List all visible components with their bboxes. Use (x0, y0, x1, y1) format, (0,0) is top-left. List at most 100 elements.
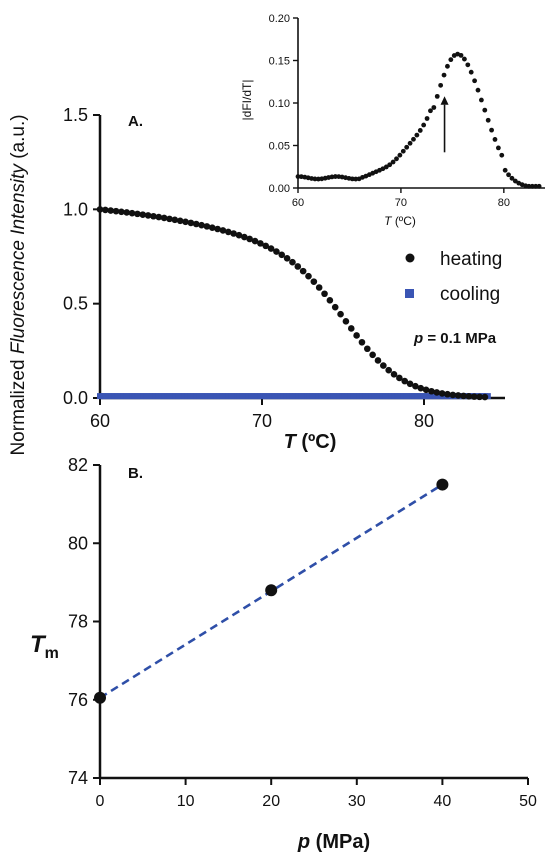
heating-point (374, 357, 382, 364)
inset-point (414, 132, 420, 138)
panel-b-axes (98, 465, 528, 780)
legend-heating-label: heating (440, 249, 502, 270)
inset-y-axis-title: |dFI/dT| (240, 80, 254, 121)
panel-b: B. Tm 74 76 78 80 82 0 10 20 30 40 50 p (MPa) (30, 455, 537, 853)
panel-b-label: B. (128, 465, 143, 482)
inset-arrow-head (440, 96, 449, 105)
inset-point (529, 183, 535, 189)
heating-point (112, 207, 120, 215)
panel-a-y-tick-label: 0.0 (63, 388, 88, 408)
panel-a-x-axis-title: T (ºC) (284, 431, 337, 453)
inset-point (458, 52, 464, 58)
inset-point (526, 183, 532, 189)
heating-point (465, 393, 473, 400)
heating-point (251, 237, 259, 245)
heating-point (428, 387, 435, 395)
inset-y-tick-label: 0.20 (269, 13, 290, 25)
heating-point (289, 258, 296, 266)
panel-b-x-tick-label: 50 (519, 793, 537, 810)
inset-point (394, 156, 399, 162)
legend-cooling-marker (405, 289, 414, 298)
inset-point (397, 152, 403, 158)
panel-b-y-tick-label: 78 (68, 612, 88, 632)
inset-y-tick-label: 0.10 (269, 98, 290, 110)
panel-b-x-tick-label: 10 (177, 793, 195, 810)
heating-point (369, 351, 376, 359)
heating-point (422, 386, 430, 394)
heating-point (444, 390, 451, 398)
heating-point (182, 218, 189, 226)
panel-b-x-tick-label: 20 (262, 793, 280, 810)
heating-point (310, 278, 318, 285)
heating-point (438, 390, 446, 397)
inset-point (448, 57, 454, 63)
heating-point (417, 384, 425, 392)
panel-a-y-tick-label: 0.5 (63, 294, 88, 314)
panel-b-x-tick-label: 40 (434, 793, 452, 810)
heating-point (257, 240, 264, 247)
panel-a-y-axis-title: Normalized Fluorescence Intensity (a.u.) (8, 114, 29, 455)
inset-derivative-plot: 0.00 0.05 0.10 0.15 0.20 60 70 80 |dFI/dT| T (º… (240, 13, 545, 228)
inset-point (400, 148, 406, 154)
heating-point (171, 216, 179, 224)
panel-a-label: A. (128, 113, 143, 130)
heating-point (139, 211, 147, 218)
panel-b-y-tick-label: 82 (68, 455, 88, 475)
heating-point (118, 208, 125, 216)
heating-point (347, 325, 355, 332)
inset-point (295, 174, 301, 179)
panel-a-y-tick-label: 1.0 (63, 199, 88, 219)
heating-point (187, 219, 195, 227)
inset-point (536, 183, 542, 189)
panel-b-y-tick-label: 80 (68, 533, 88, 553)
heating-point (192, 220, 200, 228)
heating-point (144, 212, 152, 219)
heating-point (107, 207, 114, 214)
inset-x-axis-title: T (ºC) (384, 214, 416, 228)
heating-point (326, 297, 334, 304)
inset-point (462, 56, 467, 62)
heating-point (294, 263, 302, 270)
panel-a-x-tick-label: 60 (90, 411, 110, 431)
inset-point (478, 97, 484, 103)
heating-point (476, 393, 483, 401)
inset-point (421, 122, 427, 128)
tm-data-point (94, 691, 106, 704)
panel-b-y-tick-label: 74 (68, 768, 88, 788)
inset-point (492, 137, 498, 142)
heating-point (390, 371, 398, 378)
inset-y-tick-label: 0.15 (269, 56, 290, 68)
heating-point (342, 318, 350, 325)
heating-point (380, 362, 387, 369)
panel-a: A. Normalized Fluorescence Intensity (a.… (8, 13, 545, 456)
inset-point (390, 159, 396, 165)
heating-point (96, 206, 104, 213)
inset-point (411, 136, 416, 142)
heating-point (219, 227, 227, 234)
heating-series (96, 206, 489, 401)
heating-point (155, 213, 163, 221)
panel-b-x-axis-title: p (MPa) (297, 831, 370, 853)
inset-point (465, 62, 471, 68)
heating-point (166, 215, 173, 223)
inset-x-tick-label: 70 (395, 197, 407, 209)
heating-point (102, 206, 109, 214)
inset-point (533, 183, 539, 189)
inset-point (475, 87, 481, 93)
heating-point (433, 389, 441, 396)
legend-heating-marker (405, 253, 415, 263)
heating-point (470, 393, 478, 400)
inset-point (438, 82, 444, 88)
panel-a-legend: heating cooling (405, 249, 502, 305)
inset-x-tick-label: 60 (292, 197, 304, 209)
inset-point (428, 108, 433, 114)
inset-series (295, 51, 542, 189)
inset-ticks: 0.00 0.05 0.10 0.15 0.20 60 70 80 (269, 13, 510, 209)
inset-axes (297, 18, 545, 189)
heating-point (385, 366, 392, 374)
panel-b-x-tick-label: 0 (96, 793, 105, 810)
heating-point (198, 221, 205, 229)
heating-point (128, 209, 136, 217)
inset-point (387, 162, 393, 168)
